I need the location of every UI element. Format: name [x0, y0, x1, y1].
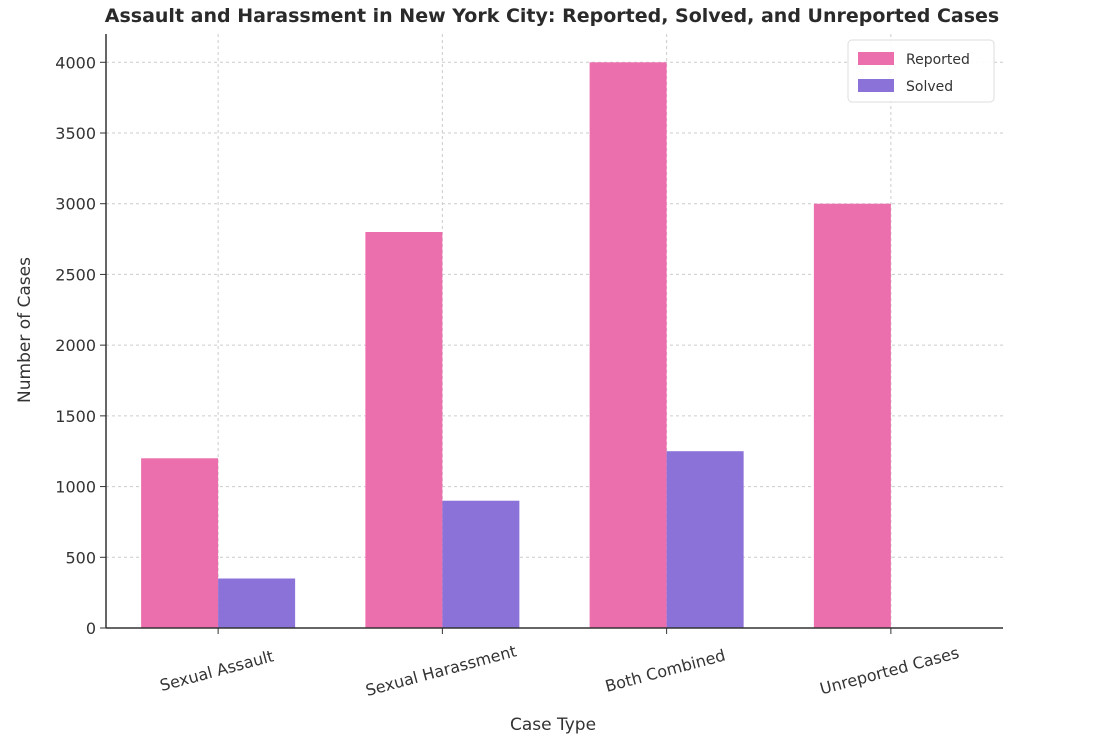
y-axis-label: Number of Cases	[15, 257, 35, 403]
y-tick-label: 1000	[55, 478, 96, 497]
legend: Reported Solved	[847, 39, 995, 103]
bar-solved-0	[218, 578, 296, 628]
y-tick-labels: 0 500 1000 1500 2000 2500 3000 3500 4000	[55, 53, 96, 638]
axes	[100, 34, 1003, 634]
bar-reported-3	[813, 203, 891, 628]
y-tick-label: 4000	[55, 53, 96, 72]
chart-title: Assault and Harassment in New York City:…	[105, 5, 999, 27]
y-tick-label: 500	[65, 548, 96, 567]
y-tick-label: 2000	[55, 336, 96, 355]
x-tick-label: Unreported Cases	[818, 643, 961, 698]
legend-label-solved: Solved	[906, 79, 953, 95]
bar-reported-2	[589, 62, 667, 629]
legend-swatch-solved	[858, 79, 894, 92]
legend-label-reported: Reported	[906, 52, 970, 68]
bar-reported-0	[141, 458, 219, 628]
bars	[141, 62, 891, 629]
x-tick-label: Sexual Assault	[158, 646, 276, 695]
y-tick-label: 3000	[55, 195, 96, 214]
y-tick-label: 0	[86, 619, 96, 638]
bar-solved-1	[442, 500, 520, 628]
y-tick-label: 3500	[55, 124, 96, 143]
x-axis-label: Case Type	[510, 715, 596, 735]
legend-swatch-reported	[858, 52, 894, 65]
y-tick-label: 1500	[55, 407, 96, 426]
y-tick-label: 2500	[55, 265, 96, 284]
bar-solved-2	[666, 451, 744, 628]
x-tick-label: Both Combined	[603, 646, 727, 696]
bar-reported-1	[365, 232, 443, 628]
x-tick-labels: Sexual Assault Sexual Harassment Both Comb…	[158, 641, 961, 700]
x-tick-label: Sexual Harassment	[363, 641, 518, 700]
